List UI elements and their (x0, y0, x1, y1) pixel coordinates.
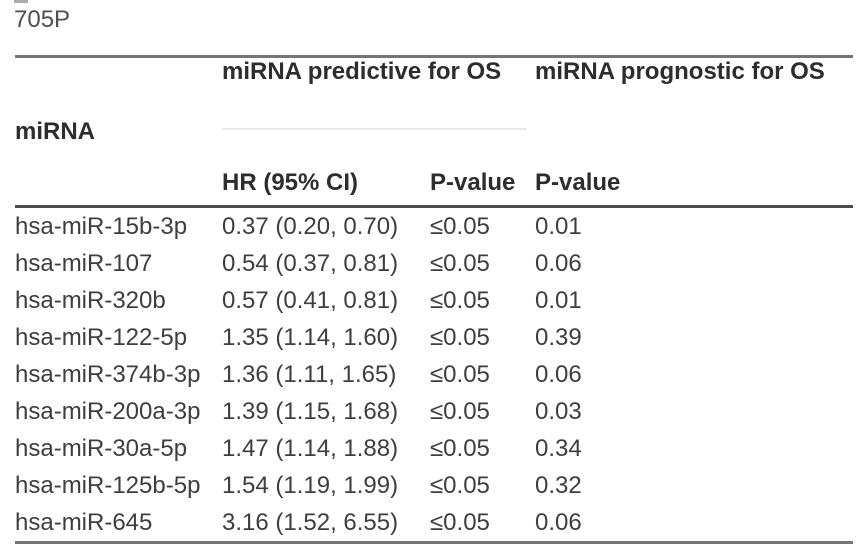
table-row: hsa-miR-30a-5p 1.47 (1.14, 1.88) ≤0.05 0… (15, 430, 853, 467)
group-header-row: miRNA miRNA predictive for OS miRNA prog… (15, 56, 853, 208)
cell-pvalue-predictive: ≤0.05 (430, 504, 536, 544)
table-row: hsa-miR-320b 0.57 (0.41, 0.81) ≤0.05 0.0… (15, 282, 853, 319)
cell-pvalue-predictive: ≤0.05 (430, 471, 490, 499)
cell-pvalue-prognostic: 0.03 (535, 397, 582, 425)
cell-hr: 1.47 (1.14, 1.88) (222, 434, 399, 462)
cell-pvalue-prognostic: 0.34 (535, 434, 582, 462)
cell-mirna: hsa-miR-200a-3p (15, 397, 201, 425)
cell-hr: 1.39 (1.15, 1.68) (222, 397, 399, 425)
cell-pvalue-prognostic: 0.06 (535, 249, 582, 277)
cell-pvalue-prognostic: 0.39 (535, 323, 582, 351)
table-row: hsa-miR-200a-3p 1.39 (1.15, 1.68) ≤0.05 … (15, 393, 853, 430)
group-header-predictive: miRNA predictive for OS (222, 57, 535, 152)
cell-mirna: hsa-miR-645 (15, 504, 222, 544)
cell-hr: 3.16 (1.52, 6.55) (222, 504, 430, 544)
column-header-pvalue-prognostic: P-value (535, 151, 854, 208)
cell-pvalue-predictive: ≤0.05 (430, 249, 490, 277)
group-header-predictive-label: miRNA predictive for OS (222, 58, 502, 85)
column-header-row: HR (95% CI) P-value P-value (15, 151, 854, 208)
cell-pvalue-prognostic: 0.01 (535, 212, 582, 240)
cell-mirna: hsa-miR-374b-3p (15, 360, 201, 388)
cell-mirna: hsa-miR-15b-3p (15, 212, 188, 240)
cell-pvalue-predictive: ≤0.05 (430, 323, 490, 351)
cell-mirna: hsa-miR-320b (15, 286, 166, 314)
abstract-number: 705P (14, 6, 71, 33)
cell-hr: 1.35 (1.14, 1.60) (222, 323, 399, 351)
cell-mirna: hsa-miR-30a-5p (15, 434, 188, 462)
cell-pvalue-predictive: ≤0.05 (430, 286, 490, 314)
cell-pvalue-predictive: ≤0.05 (430, 434, 490, 462)
table-row: hsa-miR-374b-3p 1.36 (1.11, 1.65) ≤0.05 … (15, 356, 853, 393)
cell-pvalue-prognostic: 0.01 (535, 286, 582, 314)
table-row: hsa-miR-122-5p 1.35 (1.14, 1.60) ≤0.05 0… (15, 319, 853, 356)
cell-hr: 1.36 (1.11, 1.65) (222, 360, 397, 388)
cell-pvalue-prognostic: 0.06 (535, 360, 582, 388)
table-row: hsa-miR-645 3.16 (1.52, 6.55) ≤0.05 0.06 (15, 504, 854, 544)
cell-mirna: hsa-miR-122-5p (15, 323, 188, 351)
cropped-text-artifact (14, 0, 28, 3)
group-header-prognostic-label: miRNA prognostic for OS (535, 58, 825, 85)
table-header: miRNA miRNA predictive for OS miRNA prog… (15, 56, 854, 208)
cell-hr: 1.54 (1.19, 1.99) (222, 471, 399, 499)
cell-hr: 0.57 (0.41, 0.81) (222, 286, 399, 314)
group-header-prognostic: miRNA prognostic for OS (535, 57, 853, 152)
table-row: hsa-miR-125b-5p 1.54 (1.19, 1.99) ≤0.05 … (15, 467, 853, 504)
column-header-mirna: miRNA (15, 56, 222, 208)
table-body: hsa-miR-15b-3p 0.37 (0.20, 0.70) ≤0.05 0… (15, 207, 854, 544)
mirna-results-table: miRNA miRNA predictive for OS miRNA prog… (15, 55, 854, 544)
cell-hr: 0.54 (0.37, 0.81) (222, 249, 399, 277)
column-header-hr: HR (95% CI) (222, 151, 430, 208)
cell-hr: 0.37 (0.20, 0.70) (222, 212, 399, 240)
cell-pvalue-prognostic: 0.32 (535, 471, 582, 499)
cell-mirna: hsa-miR-125b-5p (15, 471, 201, 499)
cell-pvalue-predictive: ≤0.05 (430, 360, 490, 388)
cell-pvalue-predictive: ≤0.05 (430, 212, 490, 240)
cell-mirna: hsa-miR-107 (15, 249, 153, 277)
column-header-pvalue-predictive: P-value (430, 151, 536, 208)
predictive-group-divider (222, 128, 527, 130)
table-row: hsa-miR-15b-3p 0.37 (0.20, 0.70) ≤0.05 0… (15, 207, 853, 246)
cell-pvalue-predictive: ≤0.05 (430, 397, 490, 425)
cell-pvalue-prognostic: 0.06 (535, 504, 854, 544)
table-row: hsa-miR-107 0.54 (0.37, 0.81) ≤0.05 0.06 (15, 245, 853, 282)
